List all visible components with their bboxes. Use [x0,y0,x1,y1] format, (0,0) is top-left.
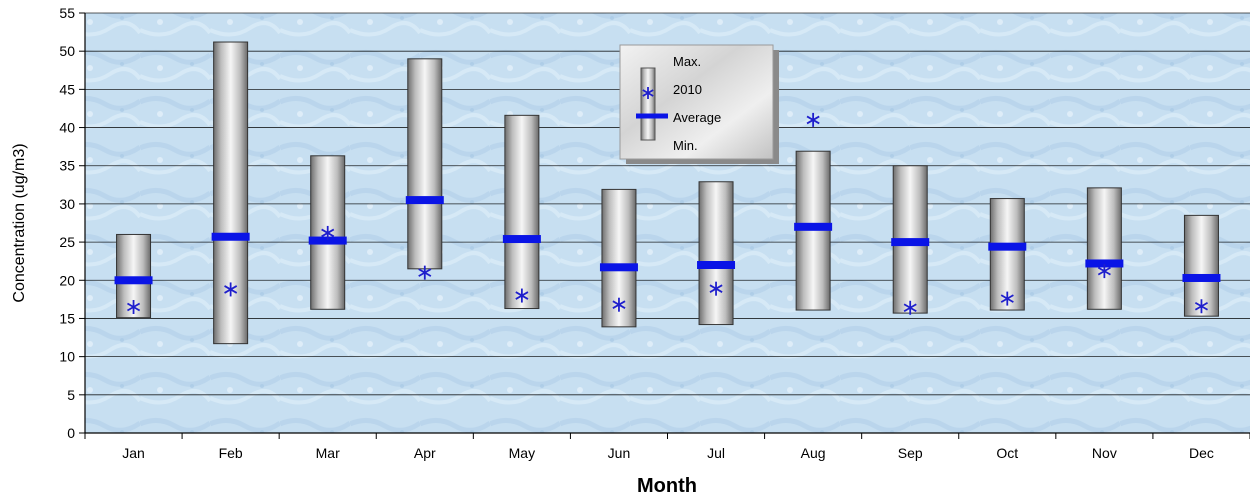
average-bar-Aug [794,222,833,231]
y-tick-label-0: 0 [67,425,75,441]
average-bar-Jun [599,263,638,272]
marker-2010-Oct [1000,291,1014,306]
y-tick-label-50: 50 [59,43,75,59]
marker-2010-Nov-stroke-2 [1097,266,1111,276]
average-bar-Jul [697,261,736,269]
marker-2010-Mar [321,225,335,240]
range-box-Nov [1086,187,1122,310]
marker-2010-May [515,288,529,303]
marker-2010-Jan [127,300,141,314]
legend-star-glyph-stroke-2 [642,89,654,97]
range-box-Jul [698,181,734,326]
legend-min-label: Min. [673,138,698,153]
marker-2010-Apr [418,265,432,280]
average-bar-Oct [988,242,1027,251]
y-tick-labels: 0 5 10 15 20 25 30 35 40 45 50 55 [59,5,85,441]
range-box-Feb [213,41,249,345]
marker-2010-Nov [1097,264,1111,279]
y-tick-label-30: 30 [59,196,75,212]
x-axis-title: Month [637,475,697,497]
x-tick-label-Jul: Jul [707,445,725,461]
y-axis-title: Concentration (ug/m3) [11,143,28,302]
x-tick-label-Oct: Oct [996,445,1018,461]
y-tick-label-35: 35 [59,158,75,174]
boxes [114,41,1221,345]
legend: Max. 2010 Average Min. [619,44,779,164]
legend-2010-marker [642,87,654,99]
marker-2010-Sep-stroke-2 [903,303,917,313]
marker-2010-Dec-stroke-2 [1194,301,1208,311]
marker-2010-Feb [224,282,238,297]
marker-2010-Oct-stroke-2 [1000,294,1014,303]
legend-box-swatch [640,67,656,141]
marker-2010-Jan-stroke-2 [127,302,141,312]
x-tick-label-Apr: Apr [414,445,436,461]
marker-2010-Jun-stroke-2 [612,300,626,309]
marker-2010-Dec [1194,299,1208,314]
x-tick-label-Jan: Jan [122,445,145,461]
y-tick-label-40: 40 [59,120,75,136]
y-tick-label-20: 20 [59,272,75,288]
marker-2010-Feb-stroke-2 [224,285,238,294]
marker-2010-Sep [903,300,917,315]
legend-average-label: Average [673,110,721,125]
legend-max-label: Max. [673,54,701,69]
average-bar-May [502,235,541,244]
legend-2010-label: 2010 [673,82,702,97]
range-box-Jun [601,188,637,328]
y-tick-label-45: 45 [59,81,75,97]
average-bar-Nov [1085,259,1124,268]
marker-2010-Jun [612,297,626,312]
x-tick-label-Aug: Aug [801,445,826,461]
y-tick-label-25: 25 [59,234,75,250]
x-tick-label-Nov: Nov [1092,445,1117,461]
y-tick-label-15: 15 [59,310,75,326]
y-tick-label-5: 5 [67,387,75,403]
marker-2010-Aug [806,112,820,127]
range-box-Mar [310,155,346,310]
average-bar-Dec [1182,273,1221,282]
x-tick-label-Mar: Mar [316,445,340,461]
average-bar-Mar [308,236,347,245]
x-tick-label-May: May [509,445,535,461]
x-tick-labels: Jan Feb Mar Apr May Jun Jul Aug Sep Oct Nov Dec [84,433,1250,461]
average-bar-Sep [891,238,930,247]
range-box-Apr [407,58,443,270]
marker-2010-Mar-stroke-2 [321,228,335,238]
y-tick-label-55: 55 [59,5,75,21]
marker-2010-Apr-stroke-2 [418,268,432,277]
average-bar-Feb [211,232,250,241]
range-box-May [504,114,540,310]
x-tick-label-Feb: Feb [219,445,243,461]
marker-2010-May-stroke-2 [515,291,529,300]
marker-2010-Jul [709,281,723,296]
x-tick-label-Jun: Jun [608,445,631,461]
marker-2010-Jul-stroke-2 [709,284,723,293]
x-tick-label-Dec: Dec [1189,445,1214,461]
range-box-Oct [989,198,1025,311]
y-tick-label-10: 10 [59,349,75,365]
average-bar-Apr [405,196,444,205]
legend-star-glyph [642,87,654,99]
marker-2010-Aug-stroke-2 [806,115,820,125]
x-tick-label-Sep: Sep [898,445,923,461]
average-bar-Jan [114,276,153,285]
